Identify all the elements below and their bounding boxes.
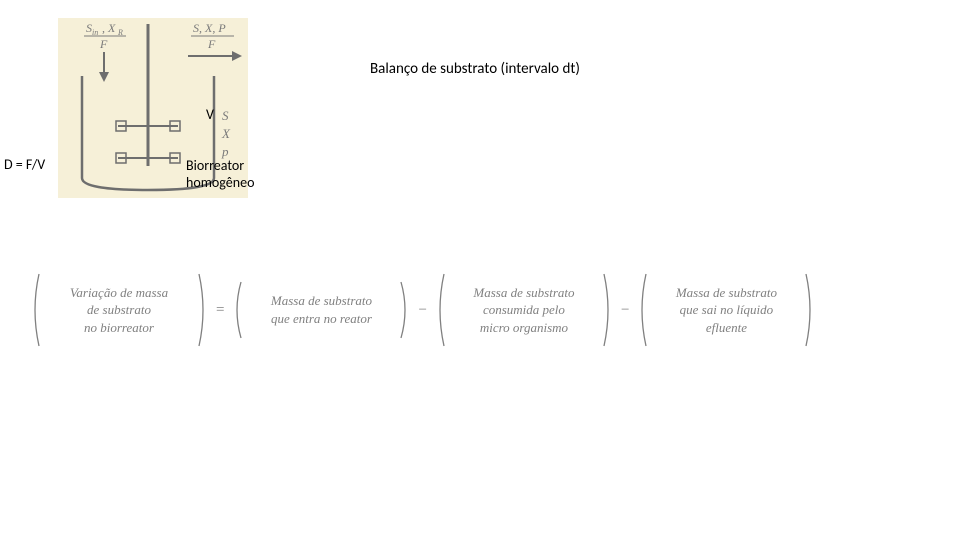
t4-l1: Massa de substrato xyxy=(676,285,777,300)
left-paren-icon xyxy=(232,280,242,340)
t1-l3: no biorreator xyxy=(84,320,154,335)
t4-l2: que sai no líquido xyxy=(680,302,774,317)
t1-l1: Variação de massa xyxy=(70,285,168,300)
bioreactor-caption: Biorreator homogêneo xyxy=(186,158,254,192)
left-paren-icon xyxy=(637,272,647,348)
t2-l2: que entra no reator xyxy=(271,311,372,326)
right-paren-icon xyxy=(198,272,208,348)
term-inlet: Massa de substrato que entra no reator xyxy=(246,292,396,327)
term-variation: Variação de massa de substrato no biorre… xyxy=(44,284,194,337)
top-row: S in , X R F S, X, P F xyxy=(0,18,960,208)
right-paren-icon xyxy=(805,272,815,348)
volume-label: V xyxy=(206,106,214,123)
left-paren-icon xyxy=(30,272,40,348)
minus-sign: − xyxy=(617,302,633,319)
left-paren-icon xyxy=(435,272,445,348)
right-paren-icon xyxy=(400,280,410,340)
right-paren-icon xyxy=(603,272,613,348)
side-s-text: S xyxy=(222,108,229,123)
term-consumed: Massa de substrato consumida pelo micro … xyxy=(449,284,599,337)
t1-l2: de substrato xyxy=(87,302,151,317)
t4-l3: efluente xyxy=(706,320,747,335)
t3-l2: consumida pelo xyxy=(483,302,565,317)
outlet-flow-text: F xyxy=(207,37,216,51)
bioreactor-caption-line1: Biorreator xyxy=(186,157,244,174)
inlet-flow-text: F xyxy=(99,37,108,51)
bioreactor-caption-line2: homogêneo xyxy=(186,174,254,191)
t2-l1: Massa de substrato xyxy=(271,293,372,308)
svg-text:, X: , X xyxy=(102,21,116,35)
term-outlet: Massa de substrato que sai no líquido ef… xyxy=(651,284,801,337)
balance-equation: Variação de massa de substrato no biorre… xyxy=(30,260,930,360)
t3-l1: Massa de substrato xyxy=(473,285,574,300)
side-x-text: X xyxy=(221,126,231,141)
t3-l3: micro organismo xyxy=(480,320,568,335)
d-equals-fv-label: D = F/V xyxy=(4,156,45,173)
equals-sign: = xyxy=(212,302,228,319)
page-title: Balanço de substrato (intervalo dt) xyxy=(370,60,580,78)
minus-sign: − xyxy=(414,302,430,319)
outlet-top-text: S, X, P xyxy=(193,21,226,35)
